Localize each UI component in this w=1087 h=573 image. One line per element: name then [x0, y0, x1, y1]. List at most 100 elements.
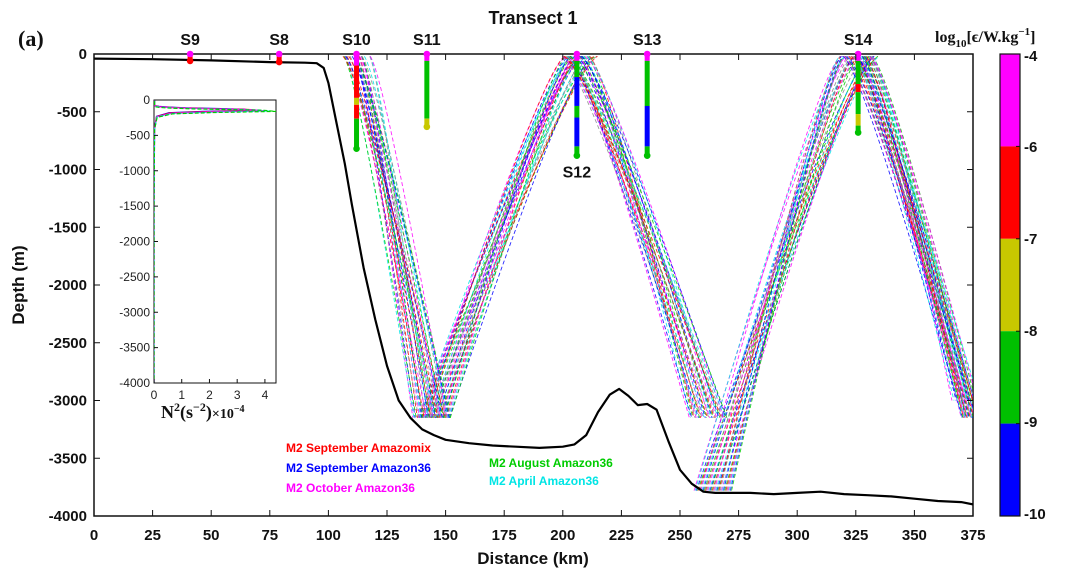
x-tick-label: 50: [203, 527, 220, 544]
x-axis-ticks: 0 25 50 75 100 125 150 175 200 225 250 275 300 325 350…: [90, 54, 986, 544]
inset-y-tick-label: -4000: [119, 376, 150, 390]
colorbar-title-body: [ϵ/W.kg: [966, 29, 1018, 46]
x-tick-label: 325: [843, 527, 868, 544]
legend: M2 September Amazomix M2 September Amazo…: [286, 441, 613, 495]
x-tick-label: 175: [492, 527, 517, 544]
station-bottom-dot: [573, 152, 581, 159]
ray-path: [719, 55, 841, 491]
ray-path: [343, 56, 417, 418]
ray-path: [866, 56, 961, 401]
ray-path: [706, 55, 855, 491]
ray-path: [429, 55, 570, 418]
ray-path: [579, 55, 707, 418]
colorbar-segment: [1000, 423, 1020, 516]
x-tick-label: 350: [902, 527, 927, 544]
colorbar-title-log: log: [935, 29, 955, 46]
inset-x-tick-label: 3: [234, 388, 241, 402]
ray-path: [855, 56, 955, 401]
station-bottom-dot: [423, 123, 431, 131]
ray-path: [728, 56, 840, 491]
ray-path: [563, 55, 722, 418]
y-tick-label: -2000: [49, 277, 87, 294]
colorbar-title-close: ]: [1030, 29, 1035, 46]
inset-y-tick-label: -1500: [119, 199, 150, 213]
station-top-dot: [643, 50, 651, 58]
ray-path: [863, 56, 959, 401]
ray-path: [726, 55, 852, 491]
y-tick-label: -3500: [49, 450, 87, 467]
x-tick-label: 125: [374, 527, 399, 544]
ray-path: [348, 56, 439, 418]
panel-label: (a): [18, 26, 44, 51]
ray-path: [353, 56, 430, 418]
x-tick-label: 150: [433, 527, 458, 544]
station-label: S12: [563, 165, 592, 182]
ray-path: [871, 56, 973, 387]
ray-path: [857, 56, 957, 401]
ray-path: [434, 55, 575, 418]
inset-xlabel-n: N: [161, 402, 174, 422]
ray-path: [426, 55, 565, 418]
station-top-dot: [275, 50, 283, 58]
station-bottom-dot: [186, 57, 194, 65]
station-top-dot: [573, 50, 581, 58]
ray-path: [718, 55, 842, 491]
inset-y-tick-label: -2500: [119, 270, 150, 284]
colorbar-ticks: -4 -6 -7 -8 -9 -10: [1024, 48, 1046, 523]
x-axis-label: Distance (km): [477, 549, 588, 568]
ray-path: [438, 55, 595, 418]
ray-path: [356, 56, 422, 418]
ray-path: [856, 55, 973, 398]
legend-item: M2 October Amazon36: [286, 481, 415, 495]
ray-path: [845, 56, 973, 396]
inset-xlabel-mult: ×10: [212, 407, 234, 422]
colorbar-title-sup: −1: [1018, 26, 1030, 38]
bathymetry-line: [94, 57, 973, 506]
station-top-dot: [186, 50, 194, 58]
colorbar-segment: [1000, 54, 1020, 147]
ray-path: [694, 55, 845, 491]
station-bottom-dot: [854, 129, 862, 136]
ray-path: [723, 55, 842, 491]
x-tick-label: 25: [144, 527, 161, 544]
ray-path: [354, 56, 450, 418]
station-bottom-dot: [643, 152, 651, 159]
inset-y-tick-label: -2000: [119, 235, 150, 249]
inset-xlabel-sup: 2: [174, 400, 180, 414]
inset-x-tick-label: 1: [178, 388, 185, 402]
ray-path: [724, 55, 860, 491]
y-axis-ticks: 0 -500 -1000 -1500 -2000 -2500 -3000 -3500 -4000: [49, 46, 973, 525]
ray-path: [342, 55, 446, 418]
ray-path: [870, 56, 963, 401]
ray-path: [729, 56, 844, 491]
ray-path: [435, 55, 591, 418]
station-bottom-dot: [353, 145, 360, 153]
inset-xlabel-usup: −2: [193, 400, 206, 414]
ray-path: [870, 55, 973, 400]
x-tick-label: 200: [550, 527, 575, 544]
ray-path: [354, 56, 451, 418]
ray-path: [444, 55, 578, 418]
x-tick-label: 0: [90, 527, 98, 544]
stations: S9 S8 S10 S11 S12 S13 S14: [180, 32, 872, 182]
ray-path: [357, 56, 424, 418]
colorbar-tick: -4: [1024, 48, 1038, 65]
ray-path: [869, 55, 973, 406]
inset-y-tick-label: -500: [126, 128, 150, 142]
colorbar: [999, 53, 1021, 517]
ray-path: [693, 55, 850, 491]
ray-path: [354, 56, 444, 418]
inset-y-tick-label: -1000: [119, 164, 150, 178]
ray-path: [707, 55, 858, 491]
ray-path: [585, 55, 724, 418]
station-top-dot: [423, 50, 431, 58]
ray-path: [716, 55, 875, 491]
ray-path: [846, 55, 973, 410]
inset-xlabel-msup: −4: [234, 404, 245, 415]
inset-x-tick-label: 2: [206, 388, 213, 402]
ray-path: [354, 56, 433, 418]
x-tick-label: 225: [609, 527, 634, 544]
colorbar-title: log10[ϵ/W.kg−1]: [935, 26, 1036, 50]
colorbar-tick: -8: [1024, 323, 1037, 340]
